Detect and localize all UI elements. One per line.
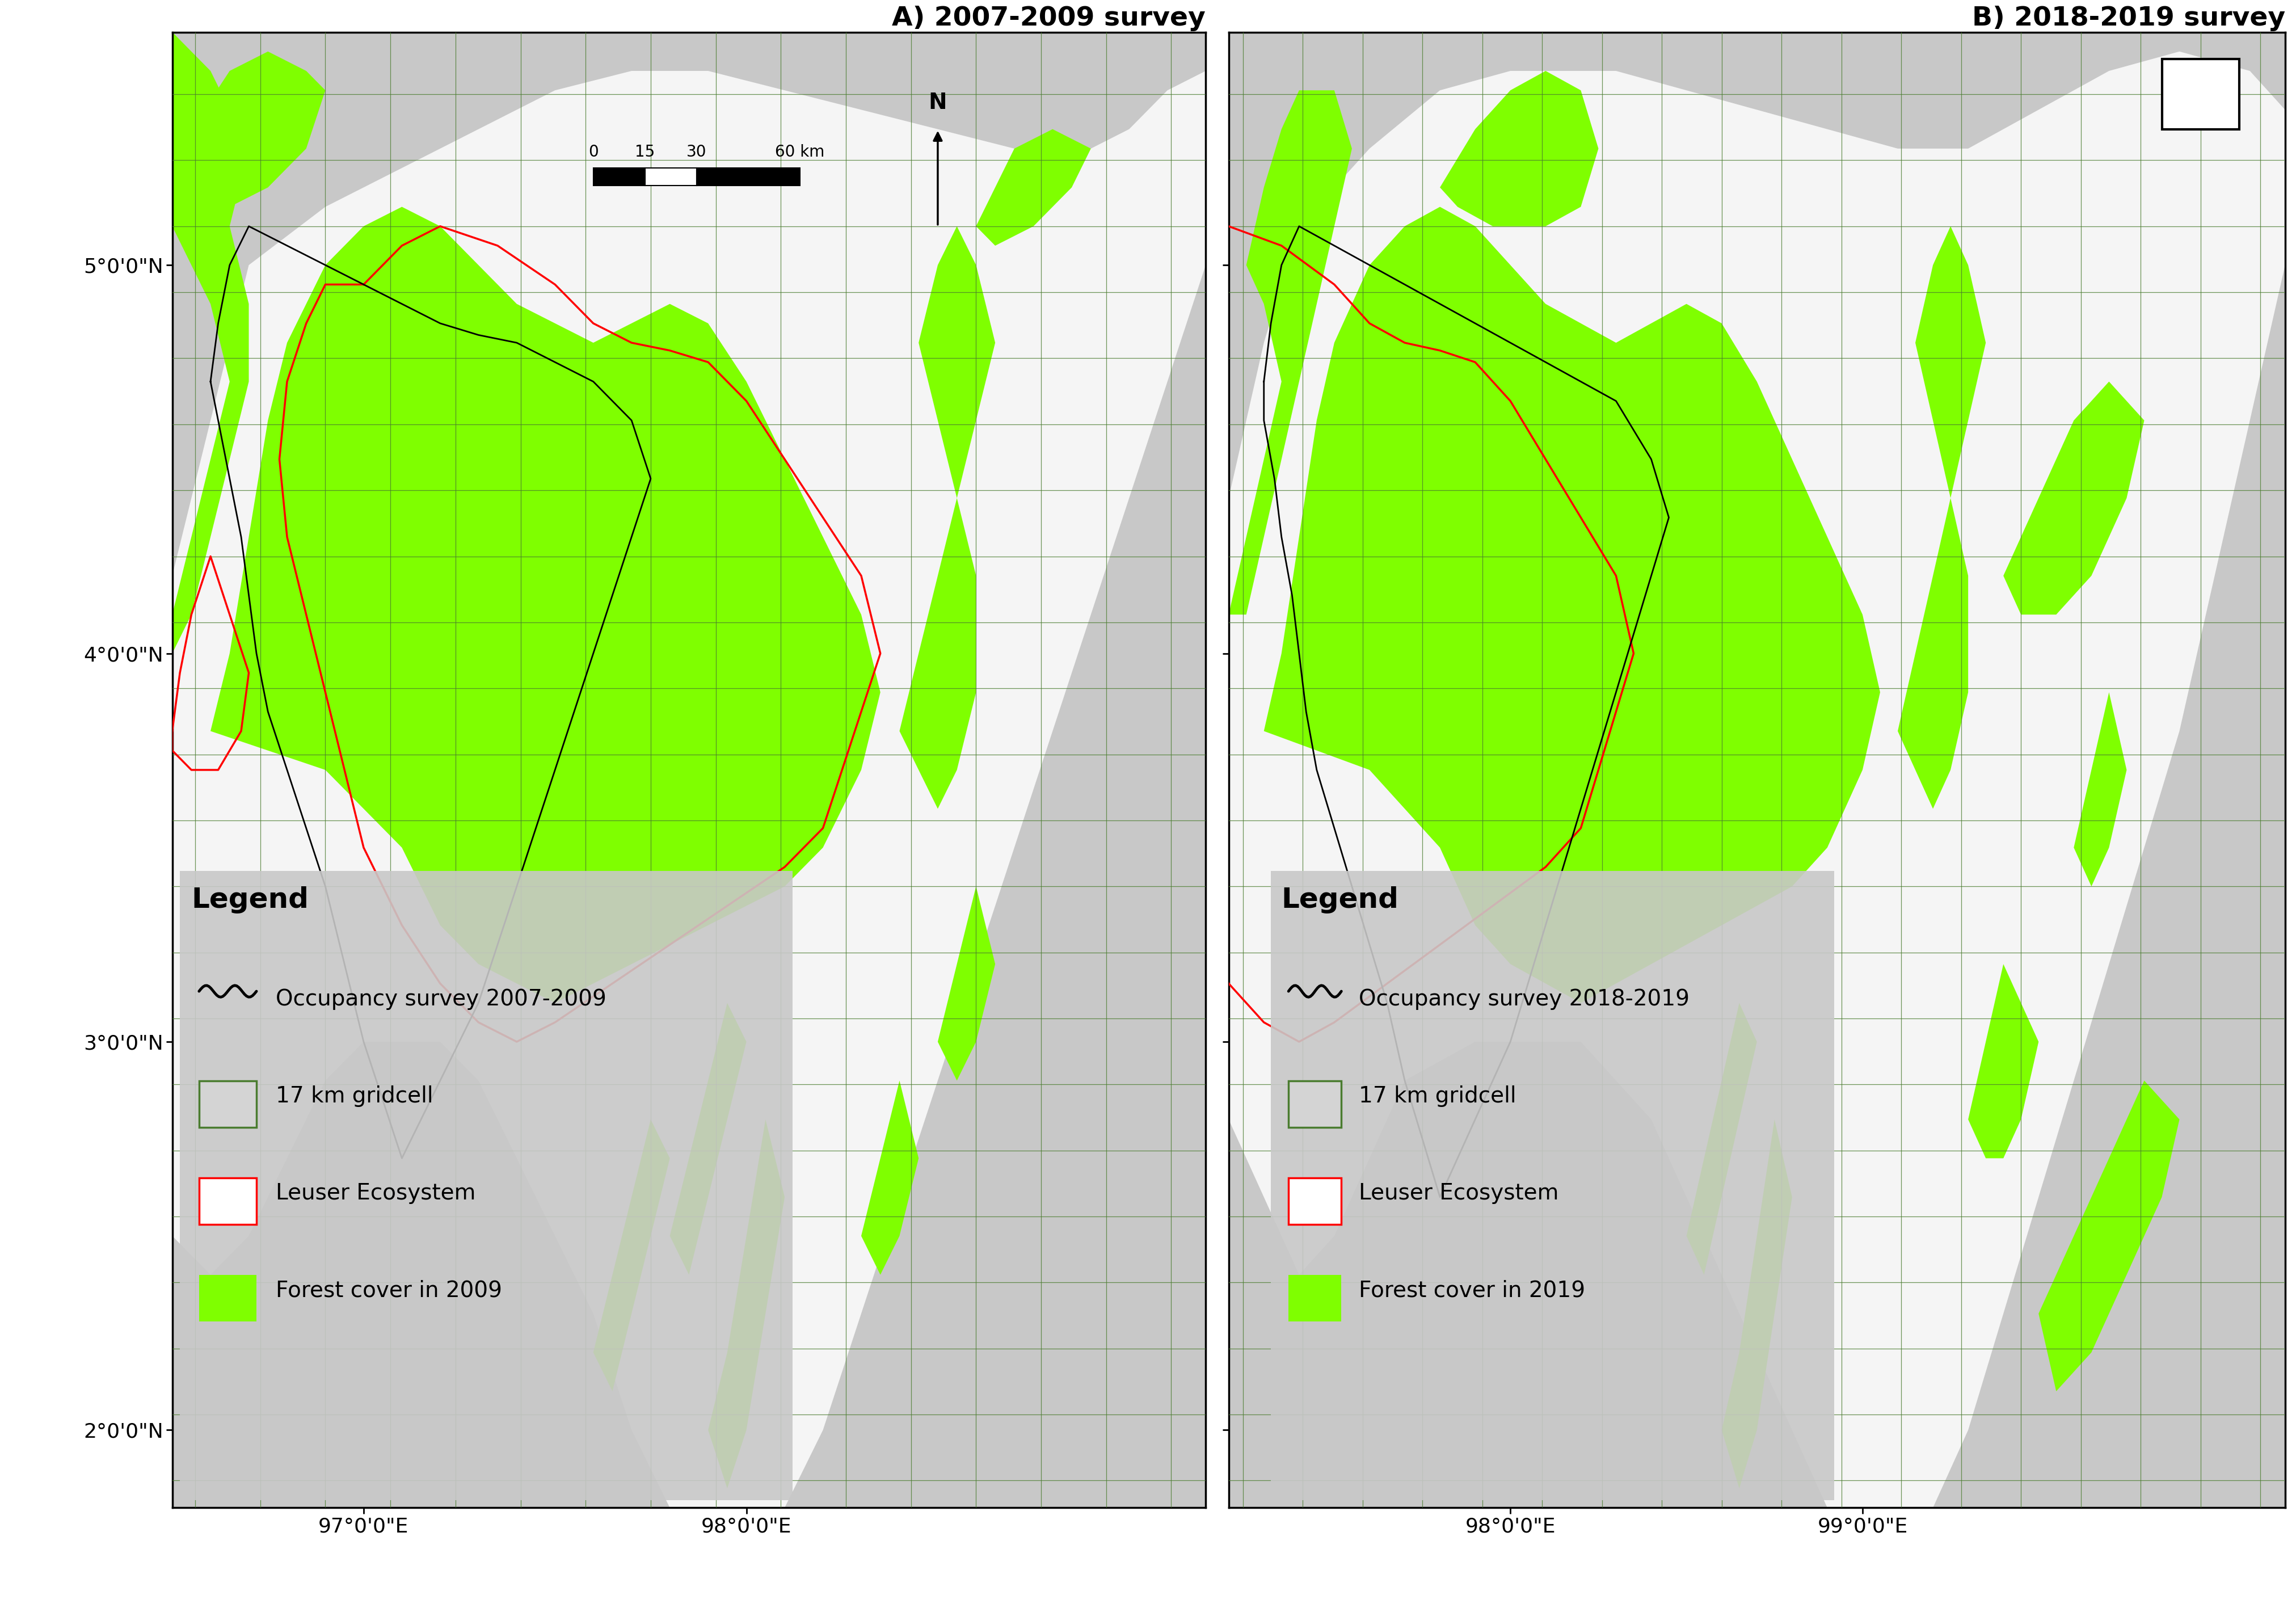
Polygon shape (172, 32, 248, 653)
Text: Occupancy survey 2018-2019: Occupancy survey 2018-2019 (1359, 988, 1690, 1011)
Text: Legend: Legend (1281, 887, 1398, 914)
Polygon shape (172, 71, 1205, 1508)
Text: 17 km gridcell: 17 km gridcell (1359, 1086, 1515, 1107)
Polygon shape (1968, 964, 2039, 1158)
Bar (200, 1081, 257, 1128)
Polygon shape (1228, 51, 2285, 1508)
Bar (1288, 1177, 1341, 1224)
Bar (1288, 1081, 1341, 1128)
Polygon shape (211, 207, 879, 1002)
Text: Forest cover in 2019: Forest cover in 2019 (1359, 1280, 1584, 1301)
Bar (200, 1177, 257, 1224)
Polygon shape (707, 1120, 785, 1489)
Text: 60 km: 60 km (776, 144, 824, 160)
Text: N: N (928, 91, 946, 114)
Text: 17 km gridcell: 17 km gridcell (276, 1086, 434, 1107)
Polygon shape (2002, 382, 2144, 614)
Text: 15: 15 (634, 144, 654, 160)
Bar (2161, 59, 2239, 130)
Polygon shape (1896, 226, 1986, 808)
Polygon shape (2039, 1081, 2179, 1391)
Bar (179, 871, 792, 1500)
Text: 0: 0 (588, 144, 599, 160)
Polygon shape (1685, 1002, 1756, 1275)
Bar (592, 168, 645, 186)
Text: Leuser Ecosystem: Leuser Ecosystem (1359, 1182, 1559, 1205)
Text: Occupancy survey 2007-2009: Occupancy survey 2007-2009 (276, 988, 606, 1011)
Polygon shape (670, 1002, 746, 1275)
Bar (1288, 1275, 1341, 1322)
Polygon shape (1722, 1120, 1791, 1489)
Text: 30: 30 (687, 144, 707, 160)
Text: Forest cover in 2009: Forest cover in 2009 (276, 1280, 503, 1301)
Polygon shape (1228, 90, 1352, 614)
Polygon shape (937, 887, 994, 1081)
Bar (200, 1275, 257, 1322)
Polygon shape (1440, 71, 1598, 226)
Polygon shape (2073, 693, 2126, 887)
Polygon shape (172, 51, 326, 207)
Bar (1270, 871, 1835, 1500)
Text: Leuser Ecosystem: Leuser Ecosystem (276, 1182, 475, 1205)
Polygon shape (861, 1081, 918, 1275)
Text: B) 2018-2019 survey: B) 2018-2019 survey (1972, 6, 2285, 32)
Polygon shape (1263, 207, 1880, 1002)
Polygon shape (900, 226, 994, 808)
Polygon shape (976, 130, 1091, 245)
Bar (696, 168, 799, 186)
Bar (645, 168, 696, 186)
Text: A) 2007-2009 survey: A) 2007-2009 survey (891, 6, 1205, 32)
Text: Legend: Legend (191, 887, 308, 914)
Polygon shape (592, 1120, 670, 1391)
